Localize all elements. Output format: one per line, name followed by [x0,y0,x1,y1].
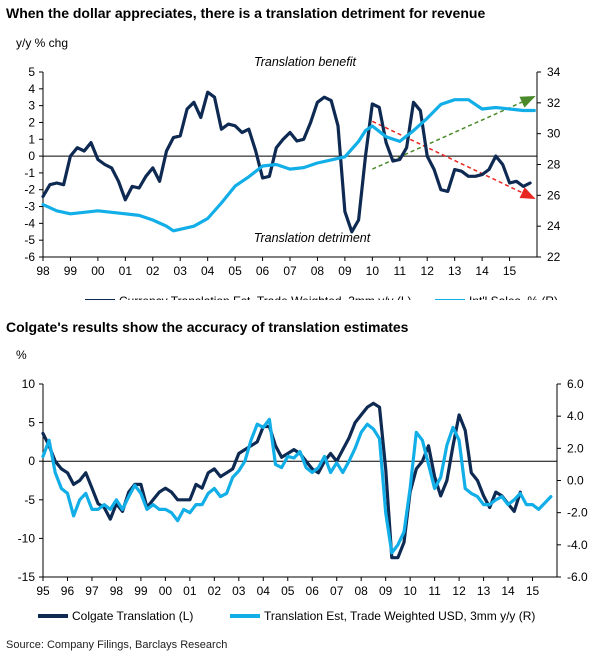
right-tick-label: 24 [547,219,561,233]
x-tick-label: 95 [36,584,50,598]
x-tick-label: 98 [36,264,50,278]
x-tick-label: 11 [428,584,441,598]
legend-label-0: Currency Translation Est, Trade Weighted… [119,294,412,300]
x-tick-label: 98 [110,584,124,598]
left-tick-label: -4 [24,216,35,230]
right-tick-label: 30 [547,127,561,141]
x-tick-label: 13 [448,264,462,278]
x-tick-label: 10 [366,264,380,278]
x-tick-label: 08 [311,264,325,278]
series-line-1 [41,98,536,233]
left-tick-label: -5 [24,233,35,247]
x-tick-label: 01 [183,584,197,598]
left-tick-label: 5 [28,65,35,79]
chart1-title: When the dollar appreciates, there is a … [6,5,486,21]
x-tick-label: 09 [379,584,393,598]
left-tick-label: -1 [24,166,35,180]
legend-label-1: Translation Est, Trade Weighted USD, 3mm… [264,609,535,623]
left-tick-label: -10 [18,531,36,545]
x-tick-label: 14 [475,264,489,278]
right-tick-label: 26 [547,188,561,202]
x-tick-label: 01 [119,264,133,278]
left-tick-label: 10 [22,377,36,391]
x-tick-label: 07 [283,264,297,278]
left-tick-label: -6 [24,250,35,264]
right-tick-label: -4.0 [567,538,588,552]
right-tick-label: -6.0 [567,570,588,584]
right-tick-label: 32 [547,96,561,110]
x-tick-label: 03 [174,264,188,278]
x-tick-label: 96 [61,584,75,598]
right-tick-label: 2.0 [567,441,584,455]
chart2-plot: 10 5 0 -5 -10 -15 6.0 4.0 2.0 0.0 -2.0 -4.0 -6.0 95 96… [18,377,588,623]
x-tick-label: 97 [85,584,99,598]
x-tick-label: 08 [355,584,369,598]
x-tick-label: 04 [201,264,215,278]
legend-label-0: Colgate Translation (L) [72,609,193,623]
x-tick-label: 12 [452,584,466,598]
series-line-1 [41,417,553,555]
chart2-title: Colgate's results show the accuracy of t… [6,319,409,335]
chart1-left-axis-label: y/y % chg [16,36,69,50]
right-tick-label: 0.0 [567,474,584,488]
left-tick-label: -15 [18,570,36,584]
legend-label-1: Int'l Sales, % (R) [469,294,558,300]
left-tick-label: 0 [28,149,35,163]
left-tick-label: -5 [24,493,35,507]
x-tick-label: 10 [403,584,417,598]
right-tick-label: -2.0 [567,506,588,520]
x-tick-label: 14 [501,584,515,598]
left-tick-label: 3 [28,99,35,113]
x-tick-label: 04 [257,584,271,598]
left-tick-label: -3 [24,200,35,214]
left-tick-label: 1 [28,132,35,146]
source-note: Source: Company Filings, Barclays Resear… [6,639,228,651]
x-tick-label: 02 [208,584,222,598]
x-tick-label: 06 [256,264,270,278]
annotation-detriment: Translation detriment [254,231,371,245]
x-tick-label: 15 [526,584,540,598]
x-tick-label: 06 [306,584,320,598]
x-tick-label: 99 [64,264,78,278]
x-tick-label: 00 [159,584,173,598]
trend-arrow-1 [372,120,536,200]
right-tick-label: 4.0 [567,409,584,423]
series-line-0 [41,401,522,560]
x-tick-label: 07 [330,584,344,598]
chart2-left-axis-label: % [16,348,27,362]
right-tick-label: 6.0 [567,377,584,391]
x-tick-label: 03 [232,584,246,598]
x-tick-label: 11 [394,264,407,278]
right-tick-label: 22 [547,250,561,264]
series-line-0 [41,90,532,234]
x-tick-label: 13 [477,584,491,598]
left-tick-label: 2 [28,115,35,129]
x-tick-label: 15 [503,264,517,278]
x-tick-label: 12 [421,264,435,278]
right-tick-label: 28 [547,158,561,172]
left-tick-label: 5 [28,416,35,430]
x-tick-label: 05 [281,584,295,598]
x-tick-label: 09 [338,264,352,278]
x-tick-label: 99 [134,584,148,598]
x-tick-label: 00 [91,264,105,278]
x-tick-label: 02 [146,264,160,278]
right-tick-label: 34 [547,65,561,79]
left-tick-label: 0 [28,454,35,468]
left-tick-label: 4 [28,82,35,96]
x-tick-label: 05 [228,264,242,278]
annotation-benefit: Translation benefit [254,55,356,69]
left-tick-label: -2 [24,183,35,197]
